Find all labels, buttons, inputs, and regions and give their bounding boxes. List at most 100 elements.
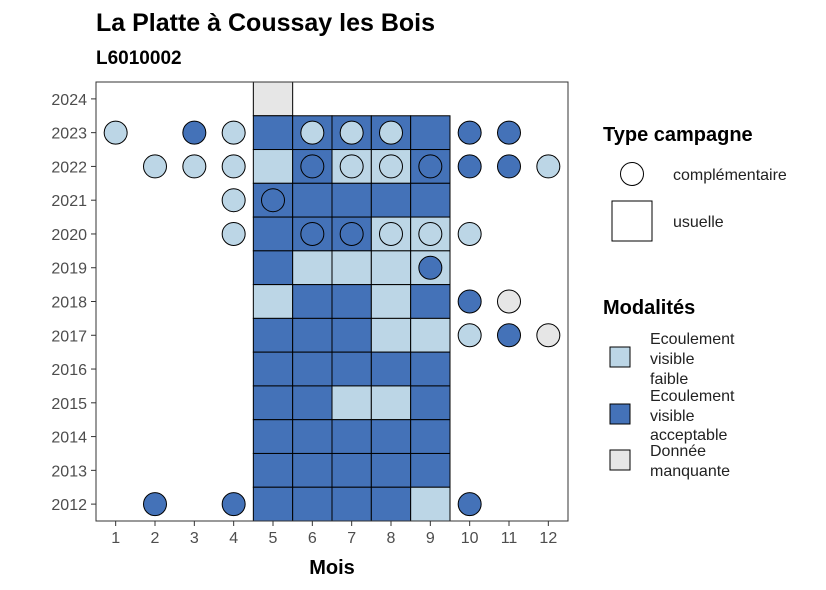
x-tick-label: 5 bbox=[269, 530, 278, 547]
y-tick-label: 2021 bbox=[51, 193, 87, 210]
usuelle-cell-2018-6 bbox=[292, 284, 333, 319]
usuelle-cell-2013-8 bbox=[370, 452, 412, 488]
complementaire-point-2021-4 bbox=[221, 188, 246, 213]
complementaire-point-2020-8 bbox=[379, 221, 403, 246]
complementaire-point-2017-11 bbox=[497, 323, 521, 348]
usuelle-cell-2016-9 bbox=[410, 351, 451, 387]
complementaire-point-2019-9 bbox=[418, 255, 443, 280]
complementaire-point-2017-12 bbox=[536, 323, 561, 348]
usuelle-cell-2012-6 bbox=[292, 486, 333, 522]
complementaire-point-2020-6 bbox=[300, 221, 325, 246]
usuelle-cell-2024-5 bbox=[252, 81, 294, 117]
complementaire-point-2023-3 bbox=[182, 120, 207, 145]
legend-label-faible: visible bbox=[650, 351, 695, 368]
complementaire-point-2023-1 bbox=[103, 120, 128, 145]
usuelle-cell-2015-6 bbox=[292, 385, 333, 421]
usuelle-cell-2019-8 bbox=[370, 250, 412, 286]
complementaire-point-2018-10 bbox=[457, 289, 482, 314]
legend-key-faible bbox=[609, 346, 631, 368]
legend-label-acceptable: acceptable bbox=[650, 427, 727, 444]
x-tick-label: 7 bbox=[347, 530, 356, 547]
complementaire-point-2023-8 bbox=[379, 120, 403, 145]
legend-label-manquante: manquante bbox=[650, 463, 730, 480]
complementaire-point-2023-7 bbox=[339, 120, 364, 145]
complementaire-point-2022-6 bbox=[300, 154, 325, 179]
usuelle-cell-2014-8 bbox=[370, 419, 412, 454]
complementaire-point-2023-11 bbox=[497, 120, 521, 145]
usuelle-cells bbox=[252, 81, 451, 522]
complementaire-point-2020-10 bbox=[457, 221, 482, 246]
usuelle-cell-2019-5 bbox=[252, 250, 294, 286]
x-tick-label: 1 bbox=[111, 530, 120, 547]
complementaire-point-2012-4 bbox=[221, 492, 246, 517]
usuelle-cell-2014-7 bbox=[331, 419, 372, 454]
legend-type-title: Type campagne bbox=[603, 124, 753, 146]
y-tick-label: 2016 bbox=[51, 362, 87, 379]
complementaire-point-2022-2 bbox=[143, 154, 167, 179]
complementaire-point-2023-4 bbox=[221, 120, 246, 145]
usuelle-cell-2013-7 bbox=[331, 452, 372, 488]
usuelle-cell-2013-5 bbox=[252, 452, 294, 488]
legend-circle-key bbox=[620, 162, 644, 186]
complementaire-point-2020-7 bbox=[339, 221, 364, 246]
usuelle-cell-2013-9 bbox=[410, 452, 451, 488]
legend-type-label-complementaire: complémentaire bbox=[673, 167, 787, 184]
x-tick-label: 6 bbox=[308, 530, 317, 547]
complementaire-point-2022-12 bbox=[536, 154, 561, 179]
y-tick-label: 2012 bbox=[51, 497, 87, 514]
usuelle-cell-2012-7 bbox=[331, 486, 372, 522]
usuelle-cell-2018-7 bbox=[331, 284, 372, 319]
complementaire-point-2022-3 bbox=[182, 154, 207, 179]
usuelle-cell-2017-8 bbox=[370, 317, 412, 353]
legend-label-manquante: Donnée bbox=[650, 443, 706, 460]
y-tick-label: 2020 bbox=[51, 227, 87, 244]
complementaire-point-2023-10 bbox=[457, 120, 482, 145]
usuelle-cell-2014-5 bbox=[252, 419, 294, 454]
complementaire-points bbox=[103, 120, 561, 517]
usuelle-cell-2017-7 bbox=[331, 317, 372, 353]
usuelle-cell-2019-6 bbox=[292, 250, 333, 286]
complementaire-point-2022-11 bbox=[497, 154, 521, 179]
usuelle-cell-2023-9 bbox=[410, 115, 451, 151]
complementaire-point-2022-4 bbox=[221, 154, 246, 179]
chart-title: La Platte à Coussay les Bois bbox=[96, 9, 435, 37]
usuelle-cell-2017-5 bbox=[252, 317, 294, 353]
usuelle-cell-2014-6 bbox=[292, 419, 333, 454]
x-axis: 1 2 3 4 5 6 7 8 9 10 11 12 bbox=[111, 521, 557, 547]
usuelle-cell-2018-9 bbox=[410, 284, 451, 319]
usuelle-cell-2015-7 bbox=[331, 385, 372, 421]
legend-key-acceptable bbox=[609, 403, 631, 425]
legend-label-acceptable: visible bbox=[650, 408, 695, 425]
usuelle-cell-2019-7 bbox=[331, 250, 372, 286]
y-tick-label: 2019 bbox=[51, 261, 87, 278]
legend-modalites: EcoulementvisiblefaibleEcoulementvisible… bbox=[609, 331, 735, 480]
y-tick-label: 2018 bbox=[51, 295, 87, 312]
complementaire-point-2022-9 bbox=[418, 154, 443, 179]
y-tick-label: 2013 bbox=[51, 463, 87, 480]
usuelle-cell-2015-8 bbox=[370, 385, 412, 421]
usuelle-cell-2017-6 bbox=[292, 317, 333, 353]
x-tick-label: 8 bbox=[387, 530, 396, 547]
usuelle-cell-2020-5 bbox=[252, 216, 294, 252]
usuelle-cell-2015-5 bbox=[252, 385, 294, 421]
usuelle-cell-2021-7 bbox=[331, 182, 372, 218]
usuelle-cell-2016-6 bbox=[292, 351, 333, 387]
x-tick-label: 11 bbox=[501, 530, 518, 547]
complementaire-point-2023-6 bbox=[300, 120, 325, 145]
y-tick-label: 2014 bbox=[51, 430, 87, 447]
usuelle-cell-2021-8 bbox=[370, 182, 412, 218]
legend-label-faible: faible bbox=[650, 371, 688, 388]
usuelle-cell-2012-5 bbox=[252, 486, 294, 522]
y-tick-label: 2017 bbox=[51, 328, 87, 345]
usuelle-cell-2022-5 bbox=[252, 149, 294, 184]
legend-square-key bbox=[611, 200, 653, 242]
y-axis: 2012 2013 2014 2015 2016 2017 2018 2019 2020 2021… bbox=[51, 92, 96, 514]
usuelle-cell-2018-5 bbox=[252, 284, 294, 319]
usuelle-cell-2012-9 bbox=[410, 486, 451, 522]
usuelle-cell-2023-5 bbox=[252, 115, 294, 151]
y-tick-label: 2022 bbox=[51, 159, 87, 176]
usuelle-cell-2016-8 bbox=[370, 351, 412, 387]
usuelle-cell-2017-9 bbox=[410, 317, 451, 353]
y-tick-label: 2024 bbox=[51, 92, 87, 109]
